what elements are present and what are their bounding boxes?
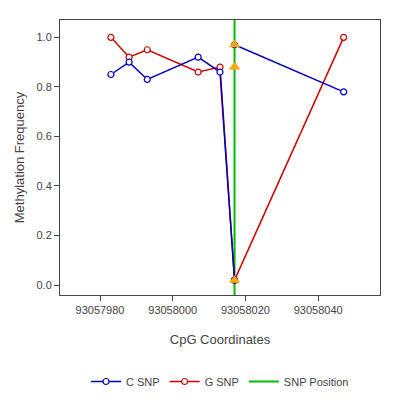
svg-text:1.0: 1.0 <box>37 31 52 43</box>
svg-text:93058000: 93058000 <box>148 304 197 316</box>
svg-text:SNP Position: SNP Position <box>284 376 349 388</box>
svg-text:0.6: 0.6 <box>37 130 52 142</box>
svg-text:0.4: 0.4 <box>37 180 52 192</box>
svg-text:C SNP: C SNP <box>126 376 160 388</box>
svg-text:CpG Coordinates: CpG Coordinates <box>170 332 271 347</box>
svg-text:93058040: 93058040 <box>294 304 343 316</box>
svg-text:G SNP: G SNP <box>205 376 239 388</box>
svg-text:0.0: 0.0 <box>37 279 52 291</box>
svg-text:Methylation Frequency: Methylation Frequency <box>12 91 27 223</box>
svg-text:93058020: 93058020 <box>221 304 270 316</box>
svg-text:93057980: 93057980 <box>76 304 125 316</box>
svg-text:0.8: 0.8 <box>37 81 52 93</box>
svg-text:0.2: 0.2 <box>37 229 52 241</box>
